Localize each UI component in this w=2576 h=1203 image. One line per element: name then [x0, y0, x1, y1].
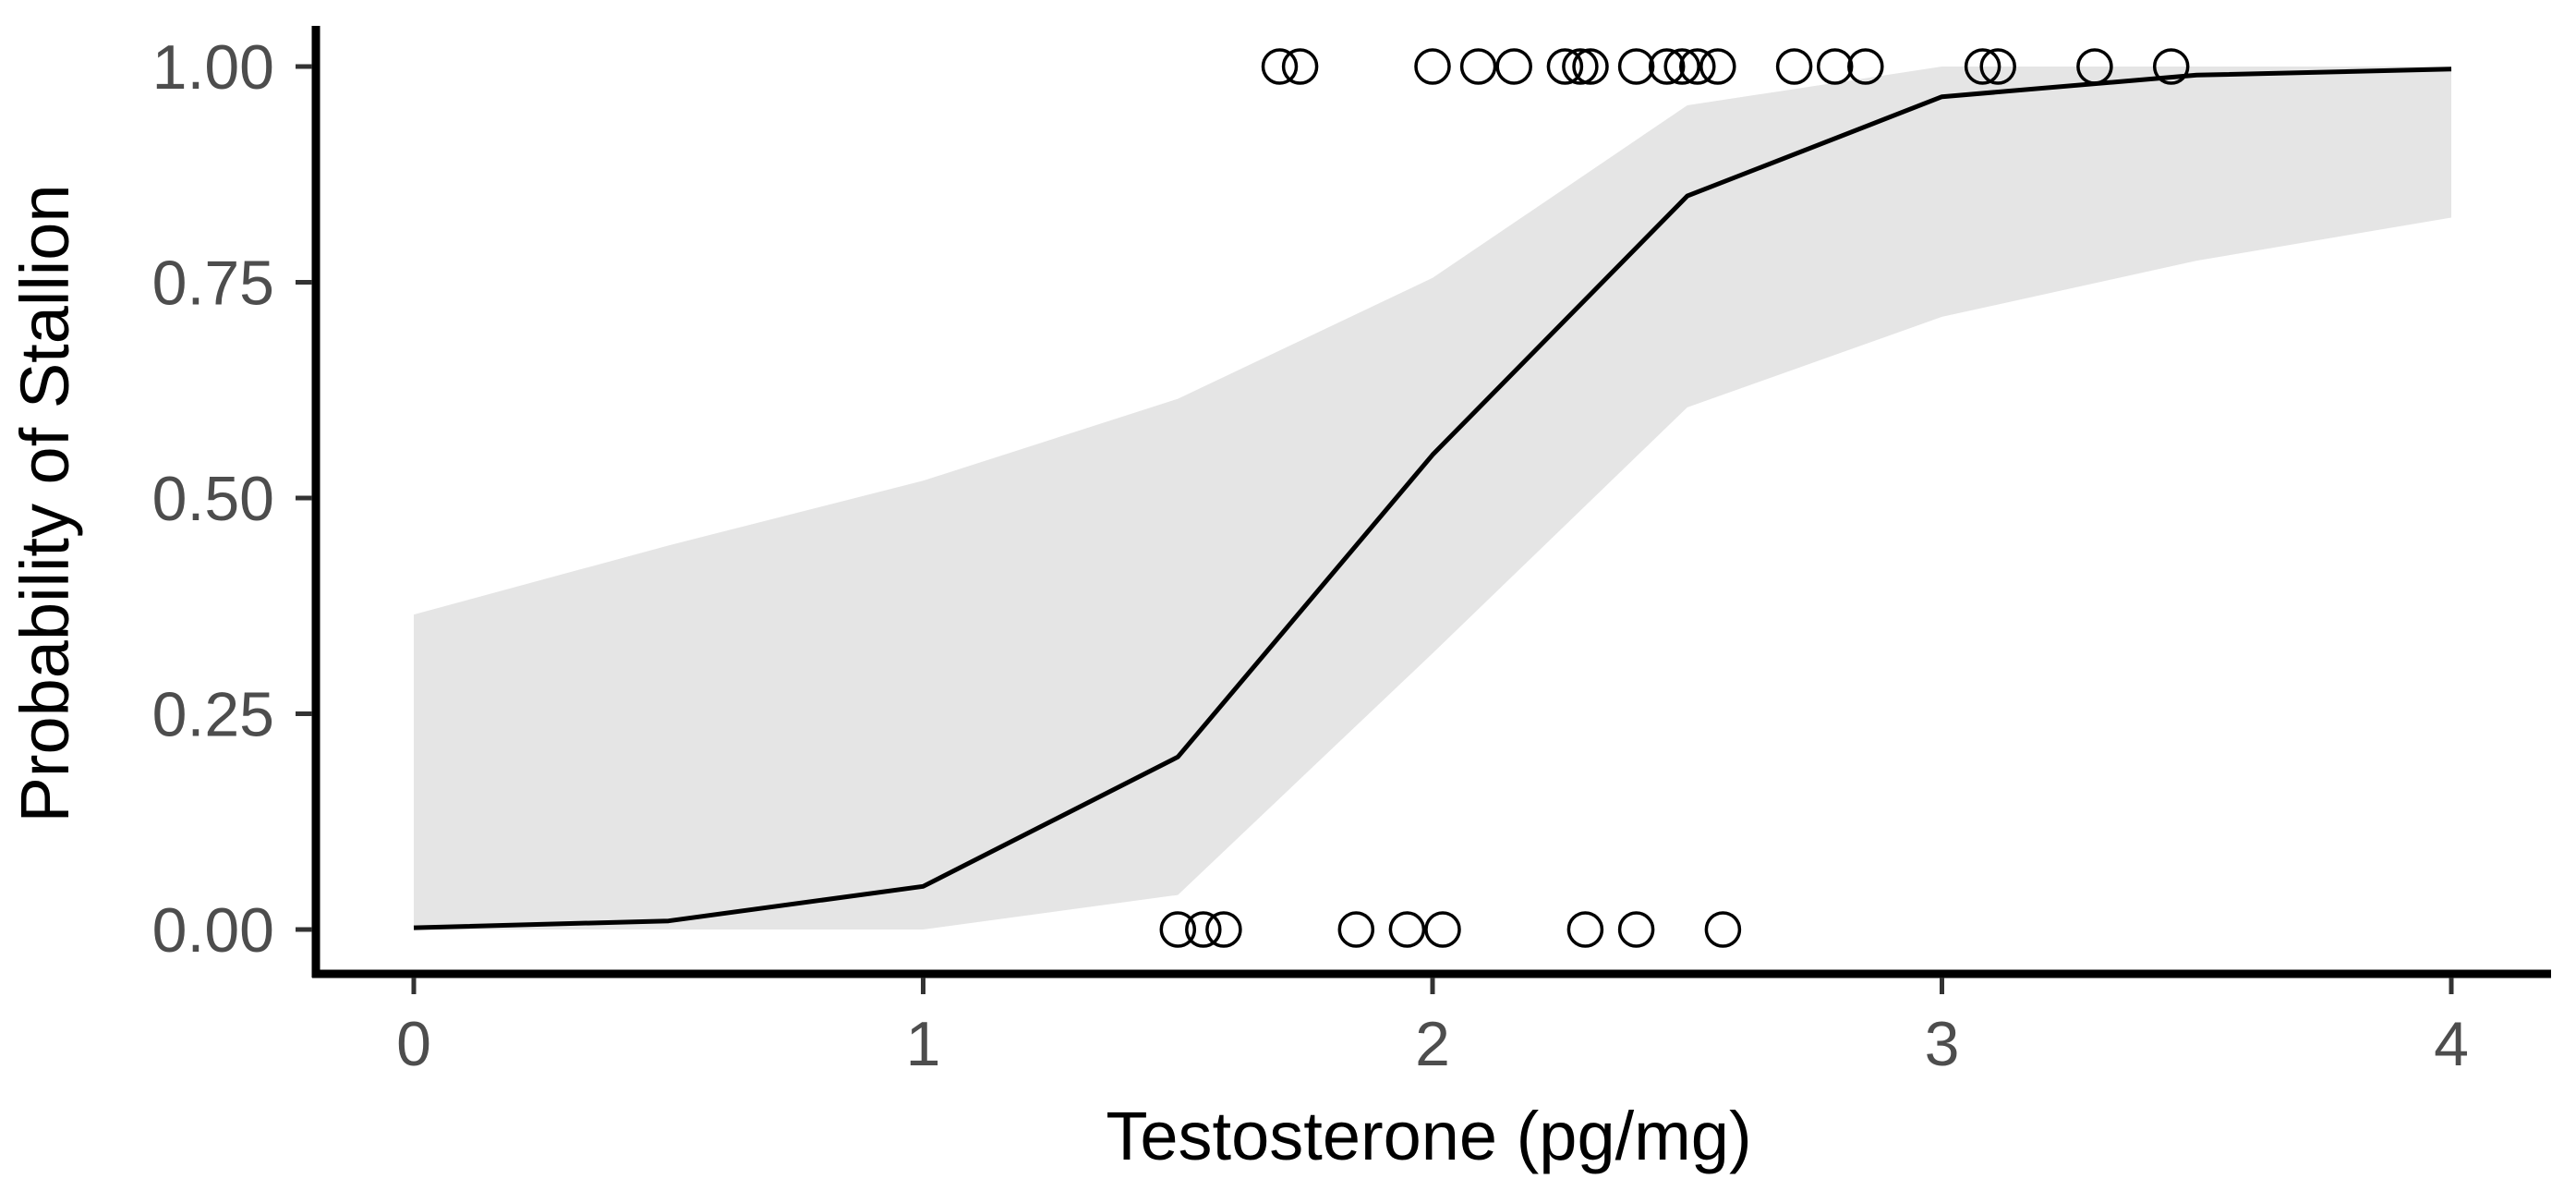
observation-point: [1979, 48, 2016, 85]
observation-point: [1704, 911, 1742, 948]
axes-layer: 0.00 0.25 0.50 0.75 1.00 0 1 2 3 4: [152, 26, 2551, 1079]
observation-point: [1388, 911, 1426, 948]
y-tick-label: 0.00: [152, 895, 274, 966]
observation-point: [1663, 48, 1700, 85]
observation-point: [1414, 48, 1451, 85]
observation-point: [2152, 48, 2190, 85]
observation-point: [1281, 48, 1319, 85]
observation-point: [1459, 48, 1497, 85]
x-tick-label: 4: [2434, 1009, 2469, 1079]
observation-point: [1337, 911, 1375, 948]
x-axis-title: Testosterone (pg/mg): [1106, 1098, 1751, 1174]
confidence-band-layer: [414, 67, 2451, 930]
observation-point: [1546, 48, 1584, 85]
observation-point: [1847, 48, 1884, 85]
observation-point: [1699, 48, 1736, 85]
observation-point: [2076, 48, 2113, 85]
observation-point: [1159, 911, 1197, 948]
x-tick-label: 1: [906, 1009, 941, 1079]
observation-point: [1679, 48, 1716, 85]
observation-point: [1566, 911, 1604, 948]
y-tick-label: 0.25: [152, 680, 274, 750]
y-tick-label: 1.00: [152, 32, 274, 103]
x-tick-label: 0: [396, 1009, 431, 1079]
observation-point: [1617, 911, 1655, 948]
confidence-band: [414, 67, 2451, 930]
x-tick-label: 2: [1415, 1009, 1450, 1079]
y-tick-label: 0.75: [152, 249, 274, 319]
observation-point: [1495, 48, 1532, 85]
observation-point: [1648, 48, 1686, 85]
observation-point: [1572, 48, 1609, 85]
observation-point: [1816, 48, 1854, 85]
fit-line-layer: [413, 67, 2452, 930]
observation-point: [1205, 911, 1242, 948]
y-axis-title: Probability of Stallion: [6, 184, 83, 822]
y-tick-label: 0.50: [152, 464, 274, 534]
observation-point: [1424, 911, 1461, 948]
observation-point: [1261, 48, 1299, 85]
observations-layer: [1159, 48, 2190, 948]
observation-point: [1185, 911, 1222, 948]
observation-point: [1964, 48, 2002, 85]
fitted-probability-line: [413, 67, 2452, 930]
observation-point: [1562, 48, 1599, 85]
x-tick-label: 3: [1925, 1009, 1960, 1079]
observation-point: [1775, 48, 1813, 85]
observation-point: [1617, 48, 1655, 85]
